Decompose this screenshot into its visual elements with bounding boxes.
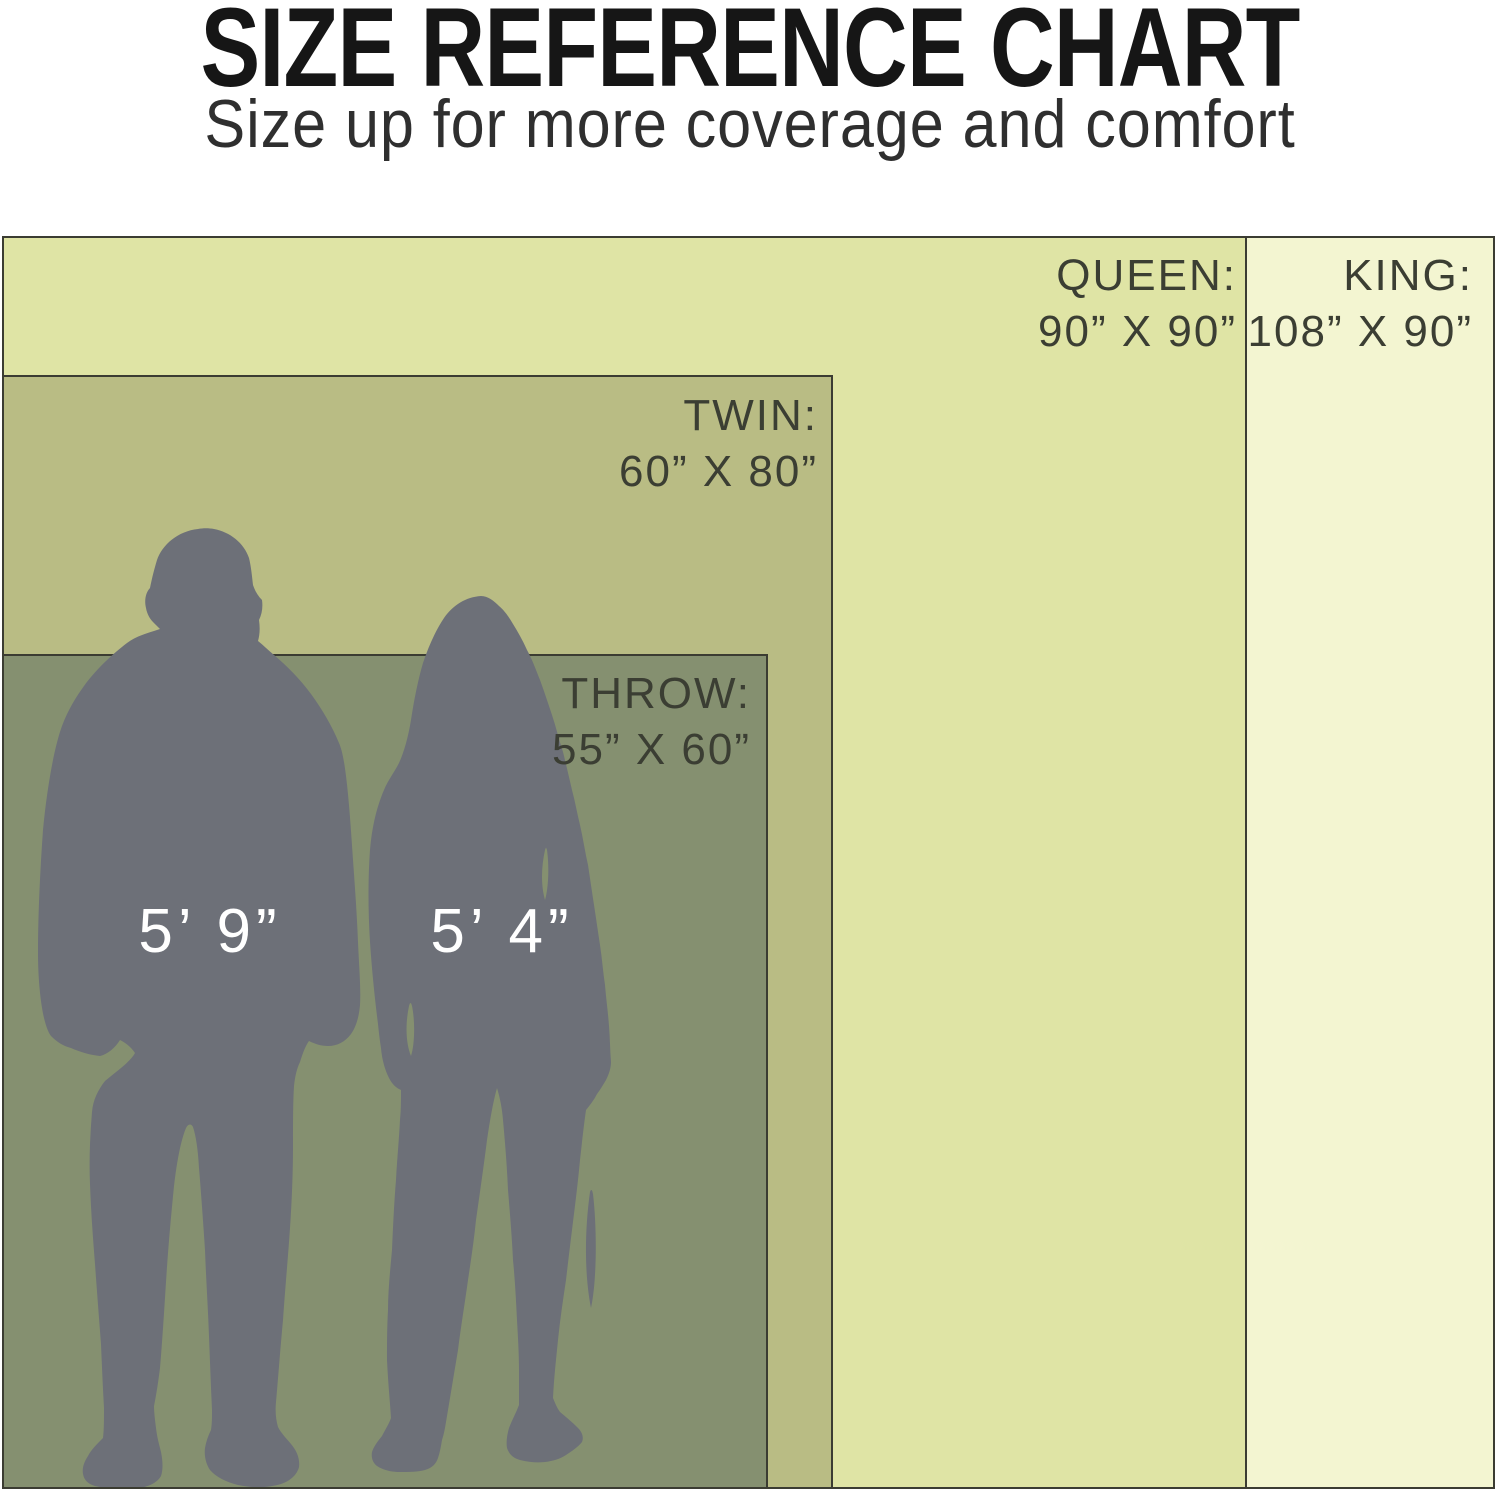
king-size-label: KING: 108” X 90”: [1248, 248, 1473, 360]
throw-size-dimensions: 55” X 60”: [552, 725, 751, 774]
page-title: SIZE REFERENCE CHART: [200, 0, 1300, 110]
chart-bottom-border: [2, 1487, 1495, 1489]
twin-size-dimensions: 60” X 80”: [619, 447, 818, 496]
king-size-name: KING:: [1343, 251, 1473, 300]
queen-size-dimensions: 90” X 90”: [1038, 307, 1237, 356]
page-subtitle: Size up for more coverage and comfort: [204, 86, 1296, 162]
twin-size-name: TWIN:: [683, 391, 818, 440]
twin-size-label: TWIN: 60” X 80”: [619, 388, 818, 500]
size-rect-throw: [2, 654, 768, 1489]
queen-size-name: QUEEN:: [1056, 251, 1237, 300]
king-size-dimensions: 108” X 90”: [1247, 307, 1473, 356]
queen-size-label: QUEEN: 90” X 90”: [1038, 248, 1237, 360]
man-height-label: 5’ 9”: [138, 897, 282, 966]
throw-size-label: THROW: 55” X 60”: [552, 666, 751, 778]
throw-size-name: THROW:: [561, 669, 751, 718]
woman-height-label: 5’ 4”: [430, 897, 574, 966]
